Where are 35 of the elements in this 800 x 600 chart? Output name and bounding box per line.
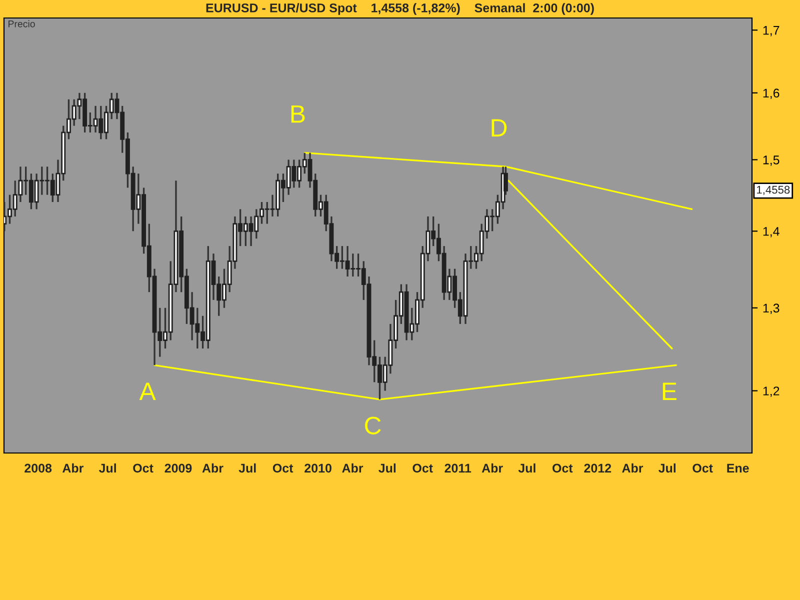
x-tick-label: Abr [622, 463, 644, 473]
y-tick-label: 1,6 [763, 88, 780, 100]
chart-title: EURUSD - EUR/USD Spot 1,4558 (-1,82%) Semanal 2:00 (0:00) [206, 3, 594, 15]
x-tick-label: Abr [482, 463, 503, 473]
annotation: E [662, 382, 676, 400]
x-tick-label: Jul [518, 463, 536, 473]
x-tick-label: Abr [62, 463, 84, 473]
annotation: C [365, 416, 381, 434]
x-tick-label: Jul [378, 463, 396, 473]
y-tick-label: 1,2 [763, 386, 780, 397]
annotation: D [492, 119, 507, 136]
annotation: B [291, 105, 305, 123]
y-tick-label: 1,5 [763, 156, 780, 166]
y-tick-label: 1,3 [763, 304, 780, 314]
x-tick-label: 2010 [304, 464, 332, 473]
y-tick-label: 1,7 [763, 26, 780, 36]
x-tick-label: Oct [692, 464, 713, 473]
x-tick-label: Ene [727, 464, 749, 473]
x-tick-label: 2008 [24, 464, 52, 473]
x-tick-label: Abr [342, 463, 364, 473]
x-tick-label: 2012 [584, 464, 612, 473]
x-tick-label: Abr [202, 463, 224, 473]
x-tick-label: Jul [238, 463, 256, 473]
x-tick-label: 2009 [164, 464, 192, 473]
x-tick-label: Oct [272, 464, 294, 473]
annotation: A [139, 382, 156, 400]
y-tick-label: 1,4 [763, 227, 780, 238]
x-tick-label: 2011 [444, 464, 472, 473]
x-tick-label: Oct [552, 464, 573, 473]
annotation: 1,4558 [757, 186, 790, 195]
x-tick-label: Oct [133, 464, 154, 473]
x-tick-label: Oct [412, 464, 433, 473]
x-tick-label: Jul [98, 463, 116, 473]
x-tick-label: Jul [658, 463, 676, 473]
annotation: Precio [8, 20, 35, 28]
